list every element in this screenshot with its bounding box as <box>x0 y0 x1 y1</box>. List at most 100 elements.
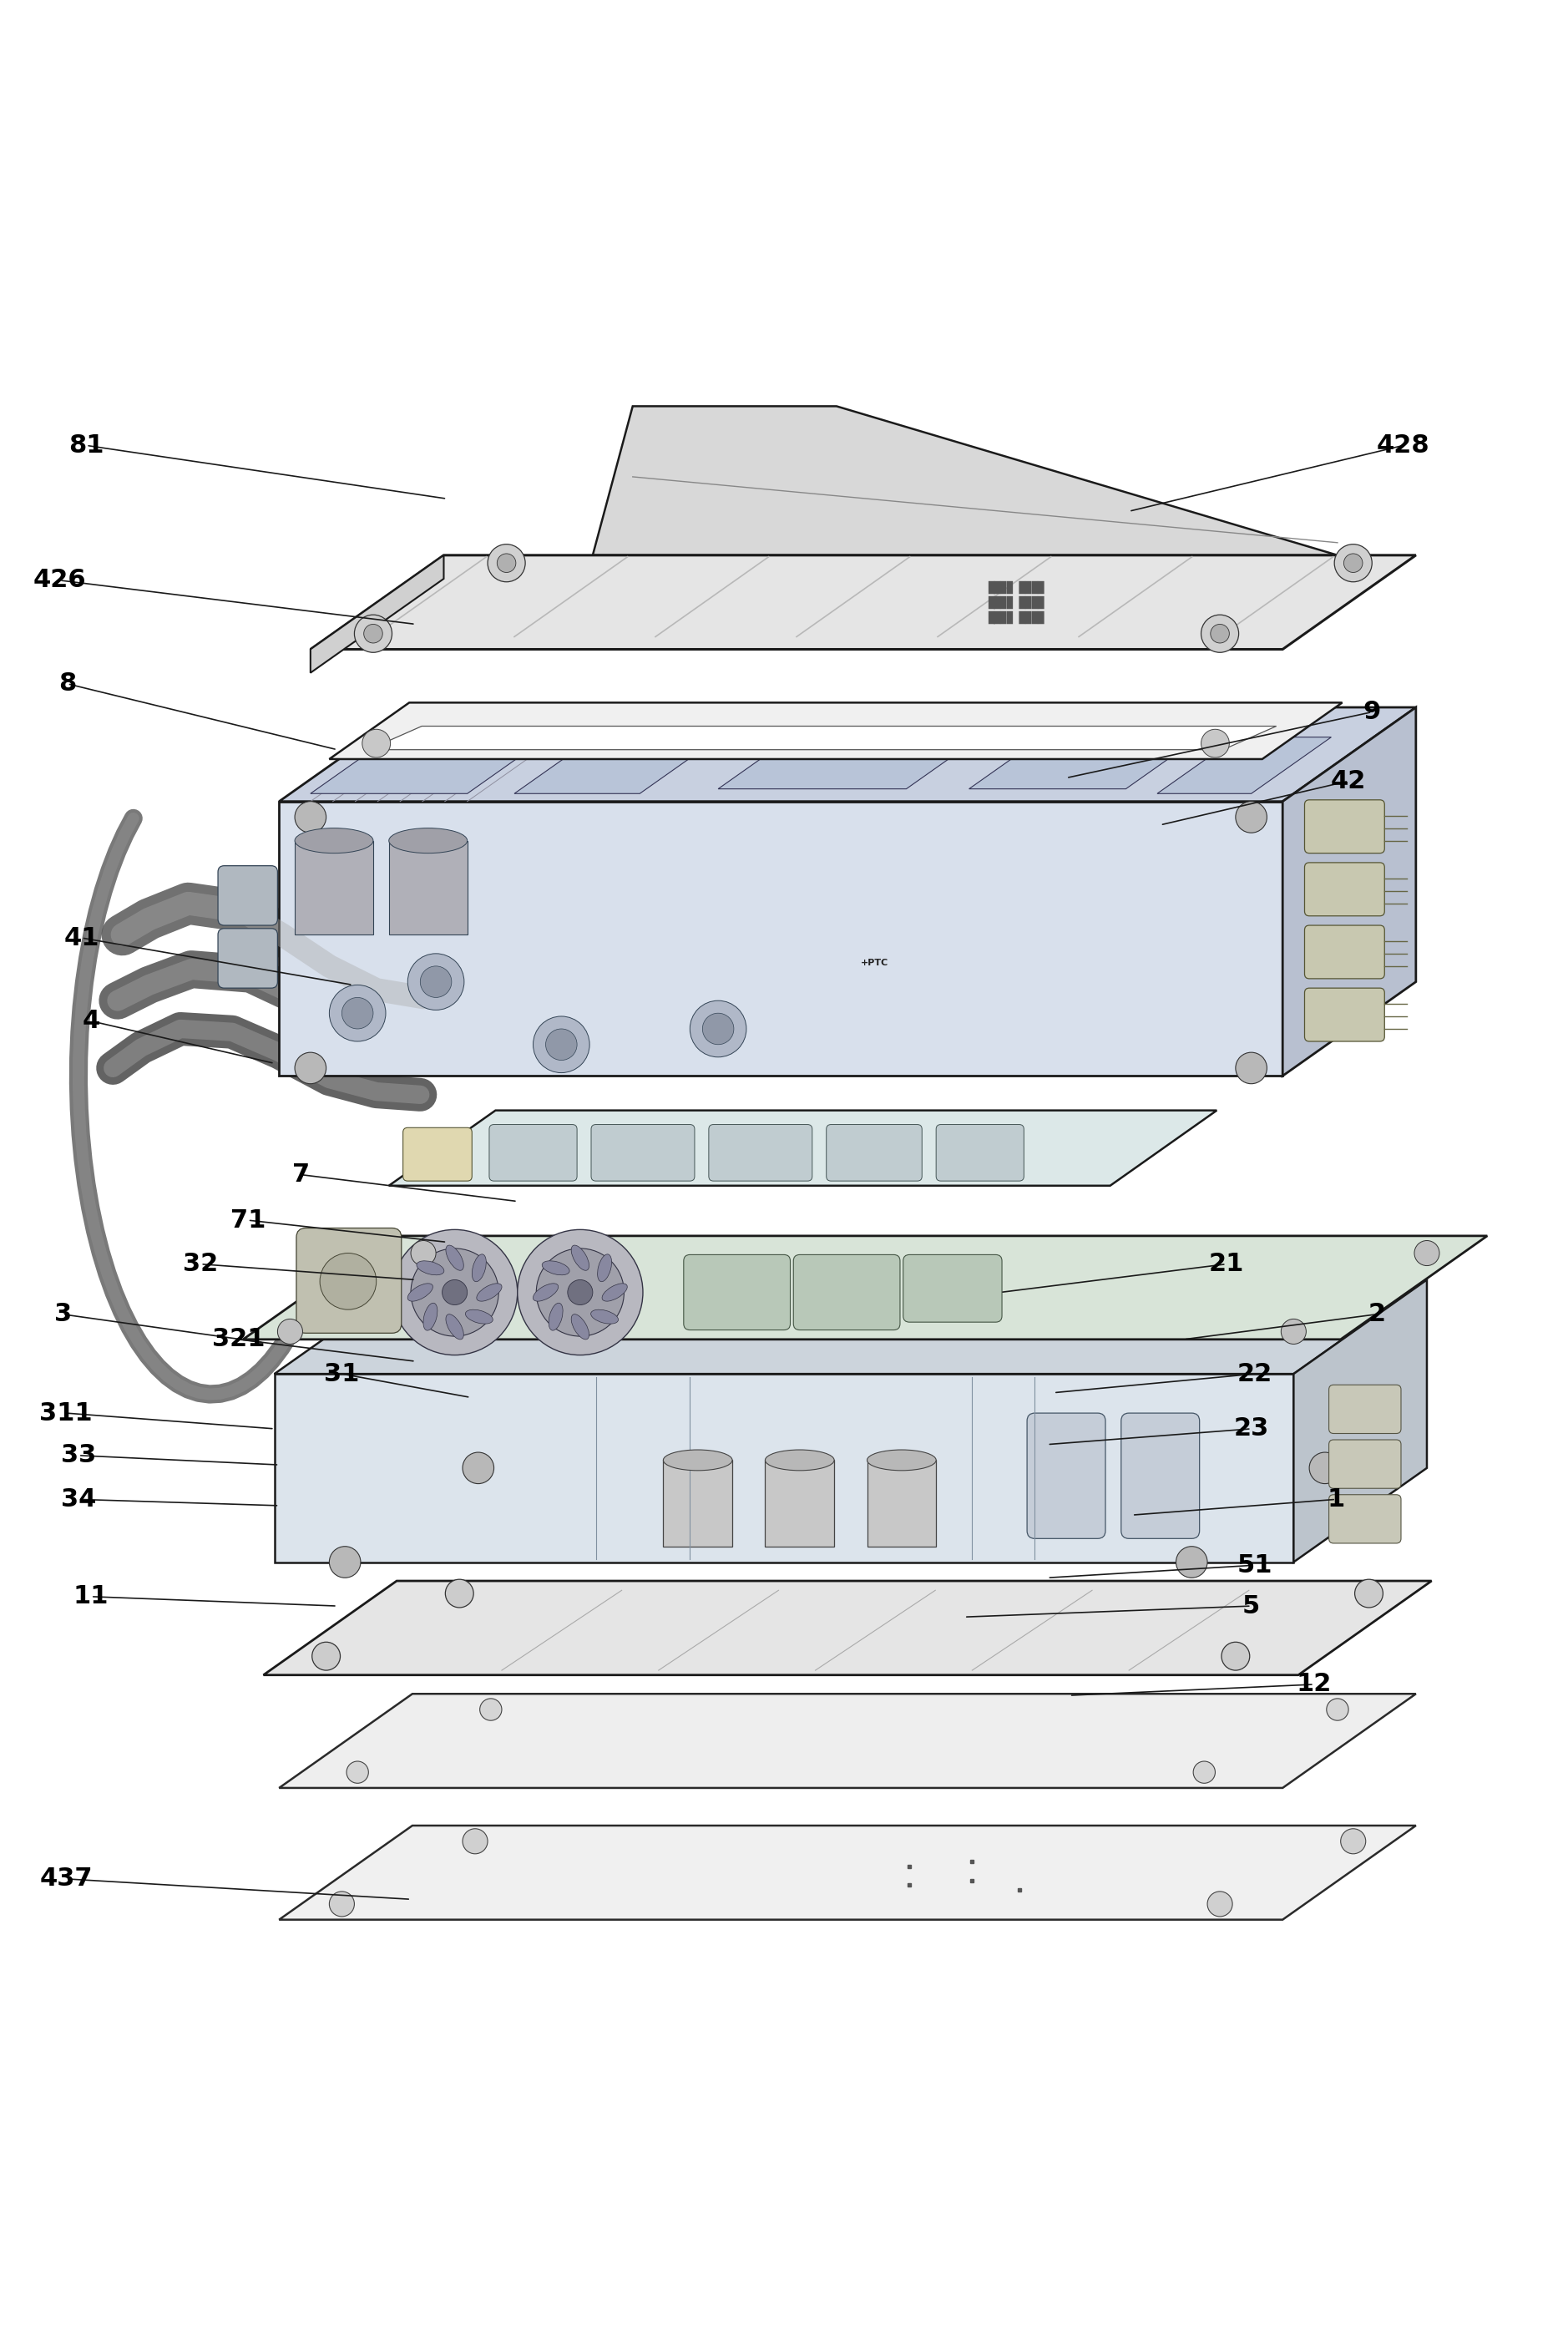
Circle shape <box>1193 1762 1215 1783</box>
FancyBboxPatch shape <box>1328 1495 1402 1544</box>
Text: 23: 23 <box>1234 1416 1269 1441</box>
Polygon shape <box>1157 737 1331 793</box>
Circle shape <box>1207 1891 1232 1916</box>
Text: 21: 21 <box>1209 1252 1243 1275</box>
Ellipse shape <box>417 1261 444 1275</box>
FancyBboxPatch shape <box>591 1126 695 1182</box>
Polygon shape <box>274 1280 1427 1374</box>
Polygon shape <box>514 737 720 793</box>
Circle shape <box>568 1280 593 1306</box>
Circle shape <box>354 615 392 653</box>
Ellipse shape <box>445 1315 464 1338</box>
Circle shape <box>442 1280 467 1306</box>
FancyBboxPatch shape <box>793 1254 900 1329</box>
Text: 9: 9 <box>1363 700 1381 723</box>
Text: 311: 311 <box>39 1402 93 1425</box>
Text: 428: 428 <box>1377 433 1430 459</box>
Polygon shape <box>329 702 1342 758</box>
FancyBboxPatch shape <box>826 1126 922 1182</box>
Polygon shape <box>279 1825 1416 1919</box>
Ellipse shape <box>533 1282 558 1301</box>
Polygon shape <box>279 800 1283 1076</box>
Circle shape <box>517 1228 643 1355</box>
Circle shape <box>1327 1699 1348 1720</box>
Ellipse shape <box>597 1254 612 1282</box>
Polygon shape <box>310 555 444 674</box>
Ellipse shape <box>423 1303 437 1331</box>
Ellipse shape <box>571 1245 590 1271</box>
Text: 321: 321 <box>212 1327 265 1353</box>
FancyBboxPatch shape <box>1027 1413 1105 1540</box>
Circle shape <box>420 966 452 997</box>
Ellipse shape <box>543 1261 569 1275</box>
Circle shape <box>1341 1828 1366 1853</box>
Circle shape <box>445 1580 474 1608</box>
Polygon shape <box>969 732 1206 789</box>
Polygon shape <box>867 1460 936 1547</box>
Text: ████ ████
████ ████
████ ████: ████ ████ ████ ████ ████ ████ <box>988 580 1044 625</box>
Polygon shape <box>718 732 986 789</box>
FancyBboxPatch shape <box>1121 1413 1200 1540</box>
Circle shape <box>536 1250 624 1336</box>
Circle shape <box>1201 615 1239 653</box>
Circle shape <box>1176 1547 1207 1577</box>
Ellipse shape <box>389 828 467 854</box>
Circle shape <box>312 1643 340 1671</box>
Text: 51: 51 <box>1237 1554 1272 1577</box>
Text: 5: 5 <box>1242 1594 1261 1619</box>
Polygon shape <box>368 725 1276 749</box>
Circle shape <box>1210 625 1229 644</box>
FancyBboxPatch shape <box>218 866 278 924</box>
FancyBboxPatch shape <box>1305 987 1385 1041</box>
Text: +PTC: +PTC <box>861 959 889 966</box>
Text: 41: 41 <box>64 927 99 950</box>
FancyBboxPatch shape <box>684 1254 790 1329</box>
Polygon shape <box>663 1460 732 1547</box>
Circle shape <box>392 1228 517 1355</box>
Text: 4: 4 <box>82 1009 100 1034</box>
Circle shape <box>690 1002 746 1058</box>
Ellipse shape <box>477 1282 502 1301</box>
Circle shape <box>320 1254 376 1310</box>
Ellipse shape <box>602 1282 627 1301</box>
Polygon shape <box>1283 707 1416 1076</box>
FancyBboxPatch shape <box>1305 863 1385 915</box>
Circle shape <box>1221 1643 1250 1671</box>
Circle shape <box>480 1699 502 1720</box>
Circle shape <box>1281 1320 1306 1343</box>
Circle shape <box>411 1240 436 1266</box>
FancyBboxPatch shape <box>936 1126 1024 1182</box>
Text: 32: 32 <box>183 1252 218 1275</box>
Ellipse shape <box>295 828 373 854</box>
Polygon shape <box>263 1582 1432 1675</box>
Ellipse shape <box>445 1245 464 1271</box>
Circle shape <box>295 1053 326 1083</box>
Polygon shape <box>1294 1280 1427 1563</box>
Circle shape <box>347 1762 368 1783</box>
Circle shape <box>463 1453 494 1484</box>
Circle shape <box>1236 1053 1267 1083</box>
Circle shape <box>1344 555 1363 573</box>
Circle shape <box>411 1250 499 1336</box>
Polygon shape <box>243 1236 1486 1338</box>
Ellipse shape <box>591 1310 618 1324</box>
Ellipse shape <box>472 1254 486 1282</box>
Circle shape <box>278 1320 303 1343</box>
Circle shape <box>329 1547 361 1577</box>
Circle shape <box>329 985 386 1041</box>
Ellipse shape <box>408 1282 433 1301</box>
Text: 437: 437 <box>39 1867 93 1891</box>
Text: 81: 81 <box>69 433 103 459</box>
Circle shape <box>329 1891 354 1916</box>
Text: 11: 11 <box>74 1584 108 1608</box>
Polygon shape <box>389 840 467 934</box>
Polygon shape <box>310 555 1416 648</box>
FancyBboxPatch shape <box>1305 924 1385 978</box>
Text: 8: 8 <box>58 672 77 695</box>
FancyBboxPatch shape <box>1328 1385 1402 1434</box>
Circle shape <box>463 1828 488 1853</box>
Circle shape <box>1355 1580 1383 1608</box>
Text: 31: 31 <box>325 1362 359 1385</box>
Circle shape <box>533 1016 590 1072</box>
Circle shape <box>497 555 516 573</box>
